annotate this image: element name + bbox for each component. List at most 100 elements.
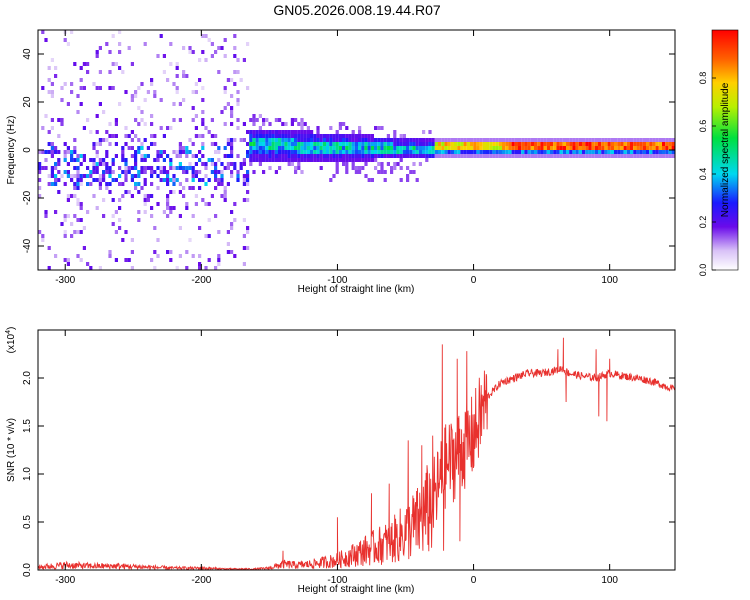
heat-cell xyxy=(527,146,531,150)
heat-cell xyxy=(108,254,112,258)
heat-cell xyxy=(66,162,70,166)
heat-cell xyxy=(284,146,288,150)
heat-cell xyxy=(130,130,134,134)
heat-cell xyxy=(326,138,330,142)
heat-cell xyxy=(63,150,67,154)
heat-cell xyxy=(649,150,653,154)
heat-cell xyxy=(668,142,672,146)
heat-cell xyxy=(306,126,310,130)
heat-cell xyxy=(50,174,54,178)
heat-cell xyxy=(370,146,374,150)
heat-cell xyxy=(639,154,643,158)
heat-cell xyxy=(70,174,74,178)
heat-cell xyxy=(287,130,291,134)
heat-cell xyxy=(572,146,576,150)
heat-cell xyxy=(182,98,186,102)
heat-cell xyxy=(236,154,240,158)
heat-cell xyxy=(498,150,502,154)
heat-cell xyxy=(354,150,358,154)
heat-cell xyxy=(662,142,666,146)
x-tick-label: -100 xyxy=(327,275,347,286)
heat-cell xyxy=(146,198,150,202)
heat-cell xyxy=(518,138,522,142)
heat-cell xyxy=(335,150,339,154)
heat-cell xyxy=(351,154,355,158)
heat-cell xyxy=(428,138,432,142)
heat-cell xyxy=(50,150,54,154)
heat-cell xyxy=(476,150,480,154)
heat-cell xyxy=(60,222,64,226)
heat-cell xyxy=(396,154,400,158)
heat-cell xyxy=(124,230,128,234)
heat-cell xyxy=(406,166,410,170)
heat-cell xyxy=(345,150,349,154)
heat-cell xyxy=(377,126,381,130)
heat-cell xyxy=(386,138,390,142)
heat-cell xyxy=(226,154,230,158)
heat-cell xyxy=(396,142,400,146)
heat-cell xyxy=(380,154,384,158)
heat-cell xyxy=(130,138,134,142)
heat-cell xyxy=(476,138,480,142)
heat-cell xyxy=(412,154,416,158)
heat-cell xyxy=(386,154,390,158)
heat-cell xyxy=(572,154,576,158)
heat-cell xyxy=(473,142,477,146)
heat-cell xyxy=(121,238,125,242)
heat-cell xyxy=(98,138,102,142)
heat-cell xyxy=(377,142,381,146)
heat-cell xyxy=(236,70,240,74)
heat-cell xyxy=(335,158,339,162)
heat-cell xyxy=(143,166,147,170)
heat-cell xyxy=(249,158,253,162)
heat-cell xyxy=(166,154,170,158)
heat-cell xyxy=(338,150,342,154)
heat-cell xyxy=(662,138,666,142)
heat-cell xyxy=(121,150,125,154)
heat-cell xyxy=(313,142,317,146)
heat-cell xyxy=(457,154,461,158)
heat-cell xyxy=(354,166,358,170)
heat-cell xyxy=(326,134,330,138)
heat-cell xyxy=(188,150,192,154)
heat-cell xyxy=(70,150,74,154)
heat-cell xyxy=(258,142,262,146)
heat-cell xyxy=(111,214,115,218)
heat-cell xyxy=(118,218,122,222)
heat-cell xyxy=(297,122,301,126)
heat-cell xyxy=(150,174,154,178)
heat-cell xyxy=(76,230,80,234)
heat-cell xyxy=(486,146,490,150)
heat-cell xyxy=(556,138,560,142)
heat-cell xyxy=(134,134,138,138)
heat-cell xyxy=(191,166,195,170)
heat-cell xyxy=(230,174,234,178)
heat-cell xyxy=(335,134,339,138)
heat-cell xyxy=(175,90,179,94)
heat-cell xyxy=(434,142,438,146)
heat-cell xyxy=(162,158,166,162)
heat-cell xyxy=(639,146,643,150)
heat-cell xyxy=(130,178,134,182)
heat-cell xyxy=(671,138,675,142)
heat-cell xyxy=(63,258,67,262)
heat-cell xyxy=(265,158,269,162)
heat-cell xyxy=(47,246,51,250)
heat-cell xyxy=(578,154,582,158)
heat-cell xyxy=(364,150,368,154)
heat-cell xyxy=(329,134,333,138)
heat-cell xyxy=(358,166,362,170)
heat-cell xyxy=(178,142,182,146)
heat-cell xyxy=(354,158,358,162)
heat-cell xyxy=(319,166,323,170)
heat-cell xyxy=(466,142,470,146)
heat-cell xyxy=(246,170,250,174)
heat-cell xyxy=(271,142,275,146)
heat-cell xyxy=(425,150,429,154)
heat-cell xyxy=(399,138,403,142)
heat-cell xyxy=(79,202,83,206)
heat-cell xyxy=(178,146,182,150)
heat-cell xyxy=(239,162,243,166)
heat-cell xyxy=(255,154,259,158)
heat-cell xyxy=(559,142,563,146)
